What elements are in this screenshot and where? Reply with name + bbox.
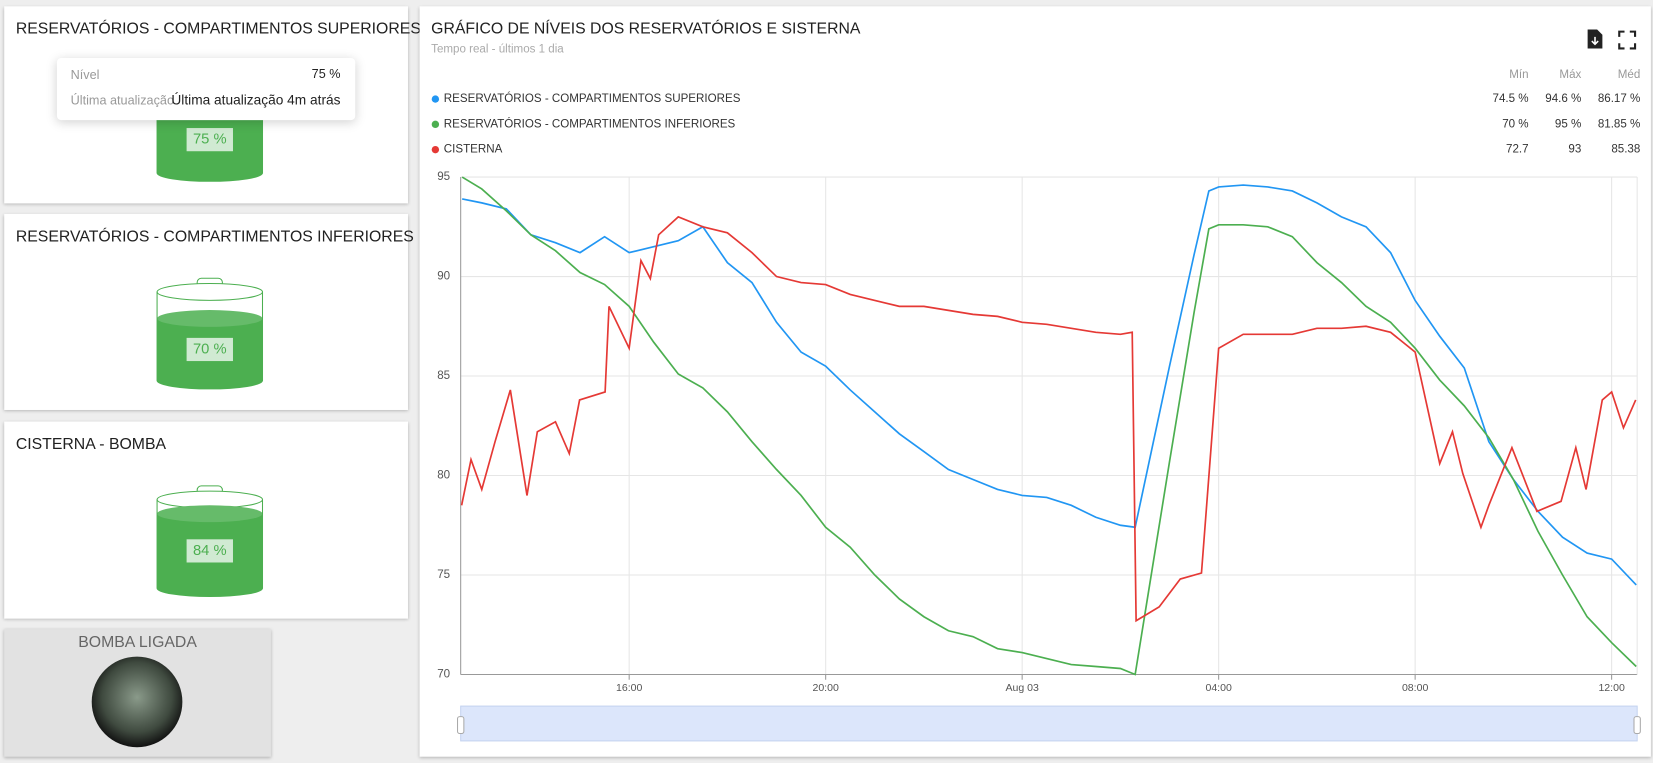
navigator-handle — [456, 716, 465, 735]
widget-title: RESERVATÓRIOS - COMPARTIMENTOS SUPERIORE… — [15, 20, 421, 38]
pump-lamp — [91, 656, 183, 748]
legend-stat: 74.5 % — [1493, 93, 1529, 105]
chart-card: GRÁFICO DE NÍVEIS DOS RESERVATÓRIOS E SI… — [419, 6, 1651, 757]
widget-title: RESERVATÓRIOS - COMPARTIMENTOS INFERIORE… — [15, 227, 414, 246]
export-button[interactable] — [1587, 29, 1603, 49]
x-tick-label: 12:00 — [1598, 682, 1625, 694]
chart: GRÁFICO DE NÍVEIS DOS RESERVATÓRIOS E SI… — [431, 19, 1641, 742]
legend-label: CISTERNA — [444, 144, 503, 156]
tooltip-key: Nível — [70, 67, 100, 83]
tank: 84 % — [156, 485, 264, 598]
tank-outline — [156, 499, 264, 598]
tank: 70 % — [156, 277, 264, 390]
level-label-box — [186, 337, 233, 362]
legend-stat: 95 % — [1555, 118, 1581, 130]
level-label-box — [186, 128, 233, 152]
legend-stat: 93 — [1568, 144, 1581, 156]
tooltip-value: 75 % — [311, 66, 341, 82]
series-line — [461, 184, 1637, 586]
legend-label: RESERVATÓRIOS - COMPARTIMENTOS INFERIORE… — [444, 117, 736, 130]
widget-card: CISTERNA - BOMBA 84 % — [4, 421, 408, 619]
legend-marker — [431, 145, 440, 154]
x-tick-label: 08:00 — [1402, 682, 1429, 694]
tooltip-value: Última atualização 4m atrás — [171, 91, 341, 108]
series-line — [460, 215, 1637, 623]
pump-indicator — [91, 656, 183, 748]
widget-card: RESERVATÓRIOS - COMPARTIMENTOS INFERIORE… — [4, 213, 414, 410]
navigator-handle — [1633, 716, 1641, 735]
pump-label: BOMBA LIGADA — [78, 633, 197, 652]
y-tick-label: 70 — [437, 669, 450, 681]
x-tick-label: 16:00 — [616, 682, 643, 694]
x-tick-label: 04:00 — [1205, 682, 1232, 694]
y-tick-label: 75 — [437, 569, 450, 581]
legend-marker — [431, 120, 440, 129]
tank-level-top — [157, 310, 263, 327]
tank-top — [156, 282, 264, 301]
stat-header: Mín — [1509, 69, 1528, 81]
navigator — [460, 705, 1638, 742]
legend-stat: 72.7 — [1506, 144, 1529, 156]
level-label: 84 % — [193, 543, 227, 559]
legend-stat: 81.85 % — [1598, 118, 1641, 130]
tank-level-top — [157, 505, 263, 523]
widget-title: CISTERNA - BOMBA — [15, 435, 167, 454]
tank-outline — [156, 84, 264, 182]
legend-stat: 94.6 % — [1545, 93, 1581, 105]
chart-subtitle: Tempo real - últimos 1 dia — [431, 44, 564, 56]
legend-stat: 86.17 % — [1598, 93, 1641, 105]
stat-header: Máx — [1559, 69, 1581, 81]
level-label: 75 % — [193, 132, 227, 148]
legend-stat: 70 % — [1502, 118, 1528, 130]
level-label-box — [186, 539, 233, 563]
y-tick-label: 95 — [437, 171, 450, 183]
tank-outline — [156, 291, 264, 390]
series-line — [461, 176, 1637, 676]
y-tick-label: 85 — [437, 370, 450, 382]
legend-stat: 85.38 — [1611, 144, 1640, 156]
pump-widget: BOMBA LIGADA — [4, 629, 271, 757]
legend-label: RESERVATÓRIOS - COMPARTIMENTOS SUPERIORE… — [444, 92, 741, 105]
x-tick-label: Aug 03 — [1005, 682, 1039, 694]
y-tick-label: 90 — [437, 271, 450, 283]
tooltip: Nível 75 % Última atualização Última atu… — [56, 57, 356, 121]
chart-title: GRÁFICO DE NÍVEIS DOS RESERVATÓRIOS E SI… — [431, 19, 861, 38]
level-label: 70 % — [193, 341, 227, 357]
x-tick-label: 20:00 — [812, 682, 839, 694]
stat-header: Méd — [1618, 69, 1641, 81]
legend-marker — [431, 95, 440, 103]
fullscreen-button[interactable] — [1618, 30, 1637, 50]
y-tick-label: 80 — [437, 470, 450, 482]
tooltip-key: Última atualização — [70, 92, 174, 108]
